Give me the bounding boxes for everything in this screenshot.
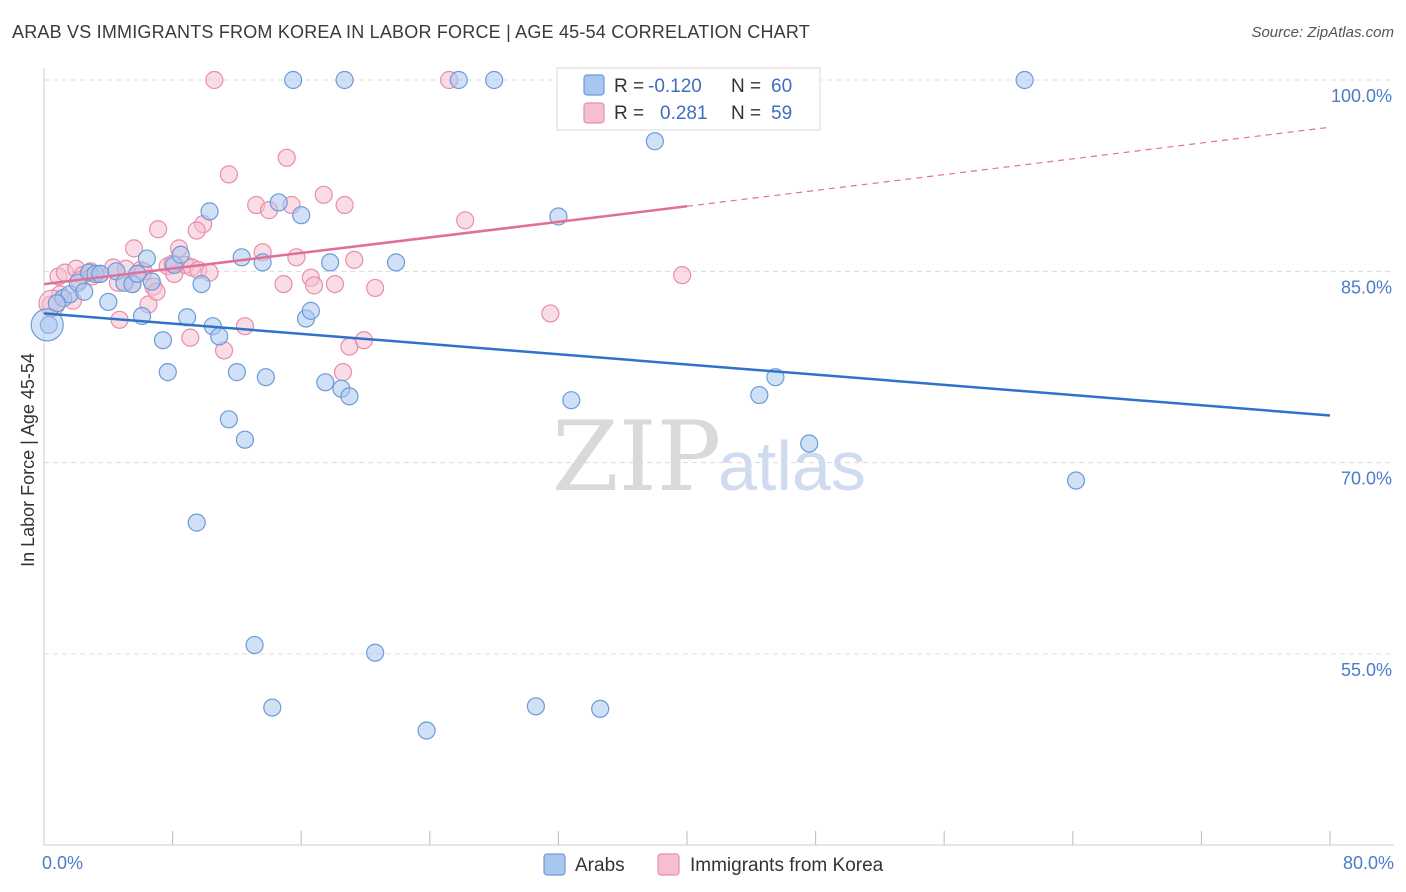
legend-n-value-arabs: 60 xyxy=(771,76,792,97)
korea-point xyxy=(456,211,475,230)
trend-lines xyxy=(43,126,1331,417)
x-tick-label: 0.0% xyxy=(42,853,83,873)
arab-point xyxy=(200,202,219,221)
korea-point xyxy=(124,239,144,258)
y-tick-label: 85.0% xyxy=(1341,277,1392,297)
arab-point xyxy=(591,699,610,718)
legend-n-label-arabs: N = xyxy=(731,76,761,97)
arab-point xyxy=(227,363,246,382)
y-axis-label: In Labor Force | Age 45-54 xyxy=(18,353,38,567)
arab-point xyxy=(417,721,436,740)
legend-r-label-arabs: R = xyxy=(614,76,644,97)
arab-point xyxy=(232,248,251,267)
arab-point xyxy=(562,391,581,410)
korea-point xyxy=(345,250,364,269)
arab-point xyxy=(316,373,335,392)
legend-n-value-korea: 59 xyxy=(771,103,792,124)
x-tick-labels: 0.0% 80.0% xyxy=(42,853,1394,873)
arab-point xyxy=(153,331,173,350)
korea-point xyxy=(149,220,168,239)
arab-point xyxy=(750,385,769,405)
arab-point xyxy=(219,410,238,429)
legend-swatch-arabs-bottom xyxy=(543,853,566,876)
legend-swatch-korea xyxy=(583,102,605,124)
chart-title: ARAB VS IMMIGRANTS FROM KOREA IN LABOR F… xyxy=(12,22,810,42)
korea-point xyxy=(277,148,296,167)
legend-n-label-korea: N = xyxy=(731,103,761,124)
legend-label-korea: Immigrants from Korea xyxy=(690,855,884,876)
arab-point xyxy=(340,387,359,406)
korea-trend-line xyxy=(43,205,688,286)
korea-point xyxy=(274,274,293,294)
korea-point xyxy=(325,274,345,294)
korea-point xyxy=(314,185,333,204)
korea-trend-line-extrapolated xyxy=(686,126,1331,207)
arab-point xyxy=(137,249,156,268)
korea-point xyxy=(366,278,385,298)
arab-point xyxy=(301,301,320,320)
arab-point xyxy=(210,327,229,346)
legend-r-value-korea: 0.281 xyxy=(660,103,708,124)
arab-point xyxy=(91,264,110,283)
arab-point xyxy=(526,697,545,716)
arab-point xyxy=(142,272,161,291)
correlation-legend: R = -0.120 N = 60 R = 0.281 N = 59 xyxy=(556,67,821,131)
arab-point xyxy=(800,434,819,453)
arab-point xyxy=(256,368,275,387)
chart-source: Source: ZipAtlas.com xyxy=(1251,24,1394,41)
y-tick-label: 55.0% xyxy=(1341,660,1392,680)
korea-point xyxy=(235,317,255,336)
arab-point xyxy=(263,698,282,717)
legend-r-value-arabs: -0.120 xyxy=(648,76,702,97)
arab-point xyxy=(645,132,664,151)
arab-point xyxy=(187,513,206,532)
arab-point xyxy=(158,363,177,382)
arab-cluster-point xyxy=(30,308,64,342)
arab-point xyxy=(1066,471,1086,490)
arab-point xyxy=(321,253,340,272)
korea-point xyxy=(304,276,324,295)
legend-r-label-korea-text: R = xyxy=(614,103,644,124)
arab-point xyxy=(235,430,255,449)
y-tick-label: 70.0% xyxy=(1341,469,1392,489)
arab-point xyxy=(485,70,504,90)
korea-point xyxy=(673,266,692,285)
arab-point xyxy=(171,245,190,264)
arab-point xyxy=(269,193,288,212)
arab-point xyxy=(245,635,264,655)
legend-label-arabs: Arabs xyxy=(575,855,625,876)
arab-point xyxy=(192,274,211,294)
watermark-atlas: atlas xyxy=(718,427,866,505)
arab-point xyxy=(449,70,468,90)
arab-point xyxy=(386,253,406,272)
arab-point xyxy=(366,643,385,662)
korea-point xyxy=(187,221,206,240)
arab-point xyxy=(284,70,303,90)
arab-point xyxy=(75,282,94,301)
korea-point xyxy=(541,304,560,323)
watermark-zip: ZIP xyxy=(552,401,721,513)
korea-point xyxy=(205,70,224,90)
arab-point xyxy=(335,70,354,90)
x-tick-label: 80.0% xyxy=(1343,853,1394,873)
arab-point xyxy=(99,292,118,312)
y-tick-label: 100.0% xyxy=(1331,86,1392,106)
axes xyxy=(43,68,1394,846)
korea-point xyxy=(181,328,200,347)
arab-point xyxy=(292,206,311,225)
arabs-trend-line xyxy=(43,312,1331,417)
y-tick-labels: 100.0% 85.0% 70.0% 55.0% xyxy=(1331,86,1392,680)
series-legend: Arabs Immigrants from Korea xyxy=(543,853,884,876)
korea-point xyxy=(219,165,238,184)
watermark: ZIP atlas xyxy=(552,401,866,513)
arab-point xyxy=(1015,70,1034,90)
legend-swatch-arabs xyxy=(583,74,605,96)
korea-point xyxy=(287,248,306,267)
korea-point xyxy=(335,195,354,215)
korea-point xyxy=(333,363,353,382)
legend-swatch-korea-bottom xyxy=(657,853,680,876)
